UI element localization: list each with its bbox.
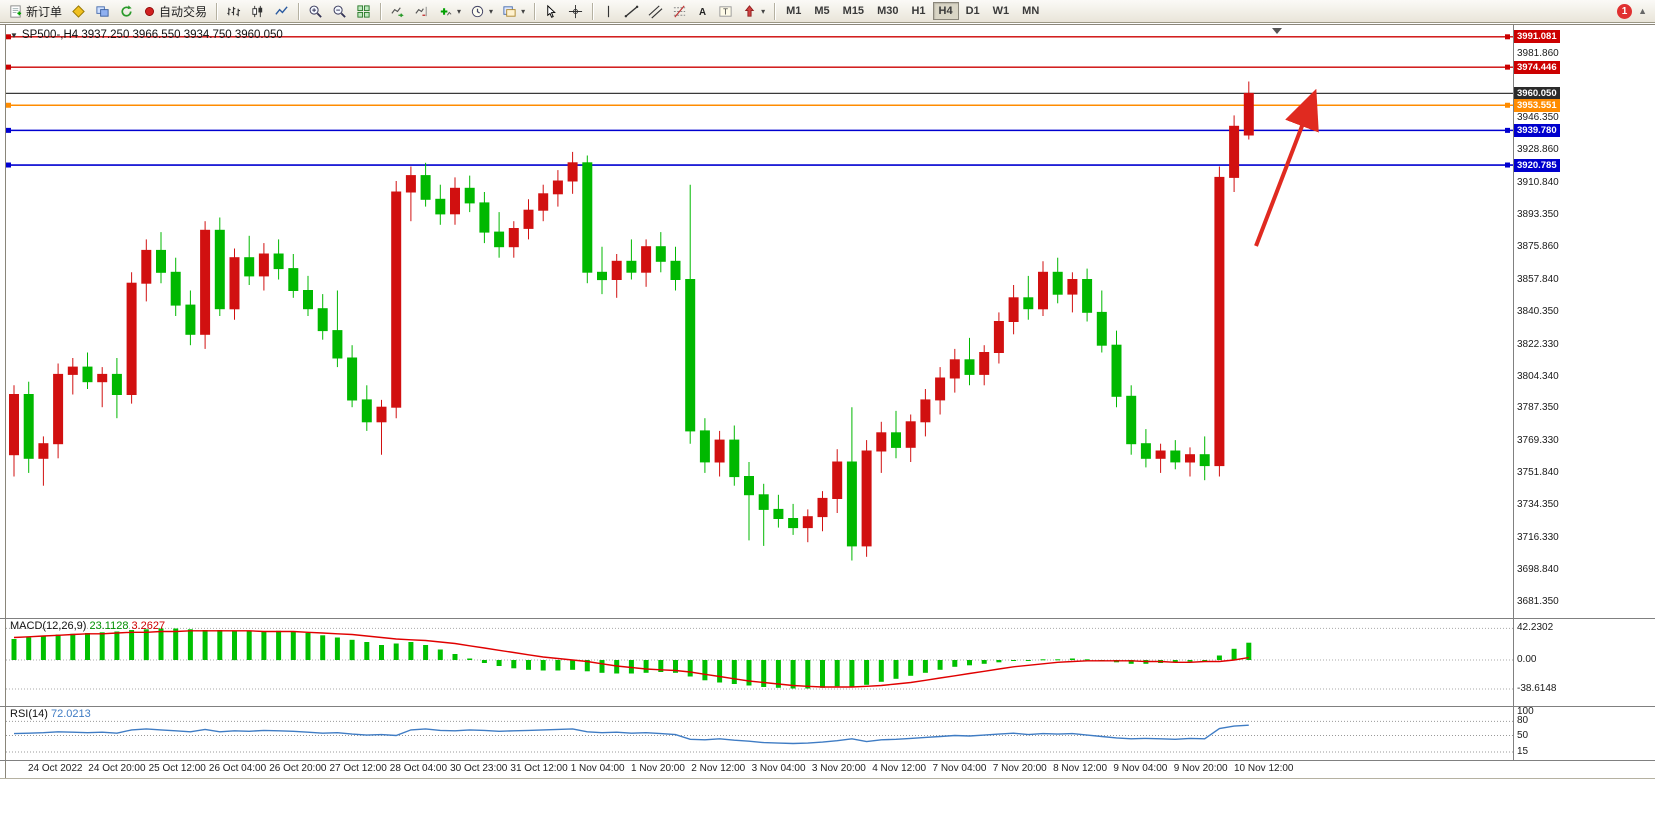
channel-icon <box>648 4 663 18</box>
zoom-in-icon <box>309 5 322 18</box>
chart-title-text: SP500-,H4 3937.250 3966.550 3934.750 396… <box>21 29 283 41</box>
candlestick-icon <box>252 5 263 17</box>
new-order-label: 新订单 <box>26 4 63 19</box>
horizontal-lines[interactable] <box>6 34 1513 168</box>
notification-badge[interactable]: 1 <box>1617 3 1633 19</box>
crosshair-icon <box>569 4 583 18</box>
line-chart-mode-button[interactable] <box>270 1 293 21</box>
label-t-icon: T <box>719 5 732 17</box>
rsi-panel[interactable] <box>6 720 1513 753</box>
chart-shift-button[interactable] <box>410 1 433 21</box>
auto-scroll-button[interactable] <box>386 1 409 21</box>
toolbar-separator <box>298 2 300 20</box>
crosshair-tool-button[interactable] <box>564 1 587 21</box>
auto-scroll-icon <box>391 6 404 17</box>
auto-trading-label: 自动交易 <box>159 4 208 19</box>
timeframe-button-m5[interactable]: M5 <box>808 2 835 20</box>
dropdown-caret-icon: ▾ <box>489 6 494 16</box>
auto-trading-icon <box>145 6 154 16</box>
toolbar-separator <box>534 2 536 20</box>
auto-trading-button[interactable]: 自动交易 <box>139 1 211 21</box>
svg-text:A: A <box>699 7 706 18</box>
vertical-line-tool-button[interactable] <box>598 1 619 21</box>
ohlc-bars-icon <box>227 6 241 16</box>
trend-arrow-annotation[interactable] <box>1254 88 1319 247</box>
timeframe-button-m1[interactable]: M1 <box>780 2 807 20</box>
bar-chart-mode-button[interactable] <box>222 1 245 21</box>
new-order-icon <box>10 4 22 18</box>
candlestick-mode-button[interactable] <box>246 1 269 21</box>
windows-icon <box>96 5 109 17</box>
cursor-icon <box>547 4 556 18</box>
dropdown-caret-icon: ▾ <box>457 6 462 16</box>
zoom-out-icon <box>333 5 346 18</box>
toolbar-separator <box>216 2 218 20</box>
templates-button[interactable]: ▾ <box>498 1 529 21</box>
zoom-out-button[interactable] <box>328 1 351 21</box>
macd-panel[interactable] <box>6 627 1513 690</box>
timeframe-button-mn[interactable]: MN <box>1016 2 1045 20</box>
panel-separators[interactable] <box>0 24 1655 779</box>
add-indicator-icon <box>440 7 452 16</box>
gold-diamond-icon <box>72 4 85 18</box>
dropdown-caret-icon: ▾ <box>761 6 766 16</box>
chevron-up-icon[interactable]: ▲ <box>1638 6 1647 16</box>
trendline-tool-button[interactable] <box>620 1 643 21</box>
timeframe-button-h4[interactable]: H4 <box>932 2 959 20</box>
timeframe-button-m30[interactable]: M30 <box>871 2 904 20</box>
text-label-tool-button[interactable]: T <box>714 1 737 21</box>
fibonacci-tool-button[interactable] <box>668 1 691 21</box>
rsi-value: 72.0213 <box>50 708 91 720</box>
periods-button[interactable]: ▾ <box>466 1 497 21</box>
arrow-shape-icon <box>744 4 755 17</box>
toolbar-separator <box>774 2 776 20</box>
timeframe-button-m15[interactable]: M15 <box>837 2 870 20</box>
trendline-icon <box>624 5 639 17</box>
fibonacci-icon <box>673 5 686 17</box>
toolbar: 新订单 自动交易 <box>0 0 1655 23</box>
svg-text:T: T <box>723 7 728 16</box>
new-order-button[interactable]: 新订单 <box>4 1 66 21</box>
macd-label: MACD(12,26,9) 23.1128 3.2627 <box>10 620 166 632</box>
cursor-tool-button[interactable] <box>540 1 563 21</box>
text-a-icon: A <box>699 7 706 18</box>
timeframe-button-h1[interactable]: H1 <box>905 2 931 20</box>
market-watch-button[interactable] <box>91 1 114 21</box>
line-chart-icon <box>275 5 288 15</box>
macd-signal-value: 3.2627 <box>131 620 166 632</box>
tile-windows-button[interactable] <box>352 1 375 21</box>
channel-tool-button[interactable] <box>644 1 667 21</box>
toolbar-separator <box>592 2 594 20</box>
timeframe-button-d1[interactable]: D1 <box>960 2 986 20</box>
refresh-icon <box>121 4 132 17</box>
indicators-button[interactable]: ▾ <box>434 1 465 21</box>
dropdown-caret-icon: ▾ <box>521 6 526 16</box>
clock-icon <box>471 5 484 17</box>
timeframe-button-w1[interactable]: W1 <box>987 2 1016 20</box>
charts-profile-button[interactable] <box>67 1 90 21</box>
zoom-in-button[interactable] <box>304 1 327 21</box>
rsi-label: RSI(14) 72.0213 <box>10 708 91 720</box>
arrows-tool-button[interactable]: ▾ <box>738 1 769 21</box>
vertical-line-icon <box>608 5 610 17</box>
chart-shift-marker-icon[interactable] <box>1272 28 1282 34</box>
template-icon <box>503 5 516 17</box>
text-tool-button[interactable]: A <box>692 1 713 21</box>
chart-menu-icon[interactable]: ▼ <box>10 30 18 40</box>
chart-header: ▼ SP500-,H4 3937.250 3966.550 3934.750 3… <box>10 29 283 41</box>
macd-main-value: 23.1128 <box>89 620 129 632</box>
refresh-button[interactable] <box>115 1 138 21</box>
toolbar-separator <box>380 2 382 20</box>
tile-windows-icon <box>357 4 370 18</box>
chart-shift-icon <box>415 6 427 16</box>
candlestick-series[interactable] <box>9 81 1254 561</box>
